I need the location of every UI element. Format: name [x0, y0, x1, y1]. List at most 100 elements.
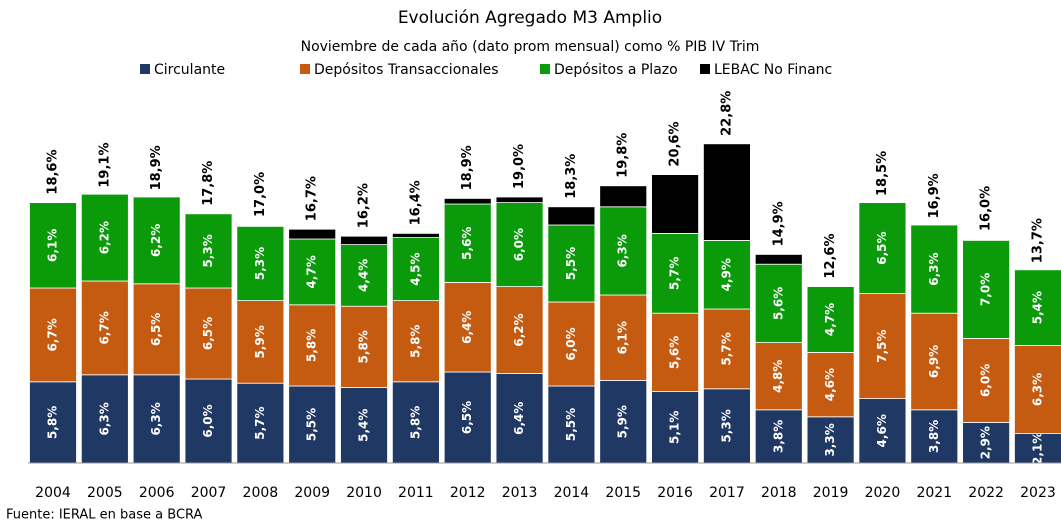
total-label: 20,6%: [668, 121, 683, 166]
data-label: 5,6%: [771, 287, 785, 320]
x-tick-label: 2008: [243, 485, 279, 501]
data-label: 3,8%: [927, 420, 941, 453]
bar-segment: [340, 305, 388, 388]
total-label: 16,4%: [408, 180, 423, 225]
data-label: 2,1%: [1030, 432, 1044, 465]
bar-segment: [443, 197, 492, 205]
bar-segment: [703, 143, 751, 241]
x-tick-label: 2005: [87, 485, 123, 501]
total-label: 17,8%: [201, 161, 216, 206]
total-label: 16,7%: [305, 176, 320, 221]
x-tick-label: 2004: [35, 485, 71, 501]
data-label: 5,9%: [253, 325, 267, 358]
bar-segment: [858, 398, 907, 464]
data-label: 5,8%: [305, 329, 319, 362]
bar-segment: [599, 206, 648, 296]
bar-segment: [443, 371, 492, 464]
total-label: 18,3%: [564, 154, 579, 199]
x-tick-label: 2014: [554, 485, 590, 501]
bar-segment: [443, 203, 492, 283]
bar-segment: [910, 312, 959, 411]
data-label: 2,9%: [979, 426, 993, 459]
data-label: 6,3%: [616, 234, 630, 267]
total-label: 18,9%: [149, 145, 164, 190]
bar-segment: [651, 391, 699, 464]
bar-segment: [184, 378, 233, 464]
bar-segment: [806, 286, 855, 353]
x-tick-label: 2007: [191, 485, 227, 501]
data-label: 5,5%: [564, 247, 578, 280]
legend-swatch: [140, 64, 150, 74]
data-label: 6,2%: [97, 221, 111, 254]
bar-segment: [806, 351, 855, 418]
bar-segment: [29, 202, 77, 289]
data-label: 6,5%: [460, 401, 474, 434]
data-label: 5,9%: [616, 405, 630, 438]
x-tick-label: 2020: [865, 485, 901, 501]
data-label: 6,2%: [512, 313, 526, 346]
total-label: 14,9%: [771, 201, 786, 246]
bar-segment: [236, 225, 285, 301]
total-label: 16,2%: [357, 183, 372, 228]
bar-segment: [495, 372, 544, 464]
data-label: 5,7%: [668, 257, 682, 290]
data-label: 4,6%: [823, 368, 837, 401]
bar-segment: [910, 409, 959, 464]
data-label: 6,7%: [46, 318, 60, 351]
bar-segment: [754, 342, 803, 411]
data-label: 5,8%: [408, 325, 422, 358]
total-label: 19,0%: [512, 144, 527, 189]
x-tick-label: 2009: [294, 485, 330, 501]
bar-segment: [391, 237, 440, 302]
bar-segment: [703, 239, 751, 310]
x-tick-label: 2023: [1020, 485, 1056, 501]
legend-swatch: [700, 64, 710, 74]
data-label: 6,3%: [149, 402, 163, 435]
total-label: 16,9%: [927, 173, 942, 218]
data-label: 6,1%: [616, 321, 630, 354]
bar-segment: [29, 381, 77, 464]
x-tick-label: 2013: [502, 485, 538, 501]
x-tick-label: 2021: [916, 485, 952, 501]
data-label: 4,7%: [823, 303, 837, 336]
bar-segment: [547, 206, 596, 226]
total-label: 18,5%: [875, 151, 890, 196]
bar-segment: [288, 238, 337, 306]
bar-segment: [132, 283, 181, 376]
legend-label: Depósitos Transaccionales: [314, 62, 499, 78]
x-tick-label: 2018: [761, 485, 797, 501]
data-label: 7,5%: [875, 329, 889, 362]
bar-segment: [236, 382, 285, 464]
data-label: 6,5%: [201, 317, 215, 350]
bar-segment: [495, 286, 544, 374]
x-tick-label: 2015: [605, 485, 641, 501]
data-label: 6,2%: [149, 224, 163, 257]
data-label: 5,4%: [1030, 291, 1044, 324]
bar-segment: [703, 388, 751, 464]
legend-swatch: [540, 64, 550, 74]
data-label: 5,8%: [46, 406, 60, 439]
bar-segment: [1014, 344, 1061, 434]
data-label: 3,8%: [771, 420, 785, 453]
data-label: 6,4%: [512, 402, 526, 435]
total-label: 18,9%: [460, 145, 475, 190]
bar-segment: [184, 287, 233, 380]
legend-swatch: [300, 64, 310, 74]
bar-segment: [443, 281, 492, 373]
data-label: 6,0%: [564, 327, 578, 360]
data-label: 7,0%: [979, 273, 993, 306]
bar-segment: [340, 235, 388, 245]
x-tick-label: 2012: [450, 485, 486, 501]
bar-segment: [391, 232, 440, 238]
legend-label: Circulante: [154, 62, 225, 78]
data-label: 6,3%: [1030, 373, 1044, 406]
data-label: 5,3%: [201, 234, 215, 267]
bar-segment: [288, 228, 337, 240]
data-label: 5,4%: [357, 409, 371, 442]
data-label: 6,3%: [97, 402, 111, 435]
bar-segment: [391, 300, 440, 383]
data-label: 5,3%: [253, 247, 267, 280]
bar-segment: [651, 312, 699, 393]
x-tick-label: 2022: [968, 485, 1004, 501]
